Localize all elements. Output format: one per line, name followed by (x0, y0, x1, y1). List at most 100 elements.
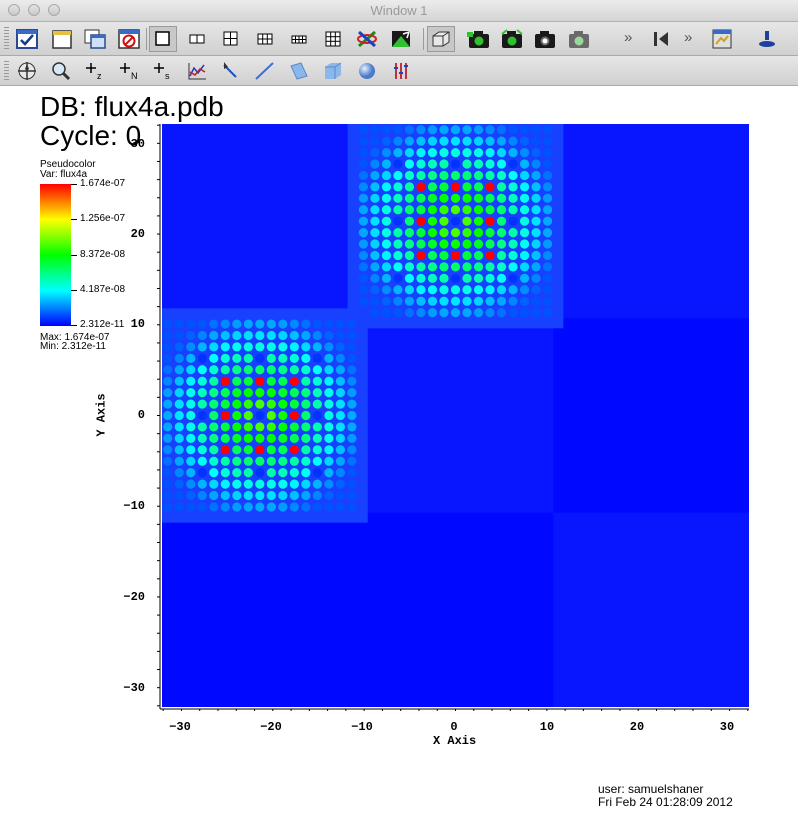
layout-1x2-button[interactable] (183, 26, 211, 52)
new-window-button[interactable] (48, 26, 76, 52)
fuel-pin (278, 399, 288, 409)
fuel-pin (209, 445, 219, 455)
fuel-pin (358, 170, 369, 181)
pseudocolor-plot[interactable] (162, 124, 749, 707)
fuel-pin (209, 422, 219, 432)
fuel-pin (347, 502, 357, 512)
clone-window-button[interactable] (81, 26, 109, 52)
fuel-pin (531, 147, 541, 158)
3d-view-button[interactable] (427, 26, 455, 52)
navigate-button[interactable] (13, 58, 41, 84)
main-toolbar: » » (0, 22, 798, 56)
layout-2x2-button[interactable] (217, 26, 245, 52)
zoom-button[interactable] (47, 58, 75, 84)
layout-2x3-button[interactable] (251, 26, 279, 52)
pick-button[interactable] (708, 26, 736, 52)
camera-button[interactable] (531, 26, 559, 52)
toolbar-grip[interactable] (4, 61, 9, 80)
fuel-pin (496, 308, 507, 318)
fuel-pin (519, 285, 530, 295)
minimize-window-icon[interactable] (28, 4, 40, 16)
fuel-pin (427, 182, 438, 192)
fuel-pin (531, 125, 541, 135)
toolbar-grip[interactable] (4, 27, 9, 50)
fuel-pin (335, 353, 346, 363)
fuel-pin (370, 227, 380, 238)
fuel-pin (209, 502, 219, 512)
layout-1x1-button[interactable] (149, 26, 177, 52)
fuel-pin (404, 147, 415, 158)
fuel-pin (462, 227, 472, 238)
fuel-pin (186, 319, 196, 329)
y-axis-title: Y Axis (94, 393, 109, 437)
fuel-pin (462, 170, 472, 181)
fuel-pin (439, 239, 449, 249)
fuel-pin (301, 433, 311, 443)
fuel-pin (347, 445, 357, 455)
fuel-pin (255, 422, 265, 432)
fuel-pin (266, 445, 276, 455)
fuel-pin (186, 490, 196, 501)
close-window-icon[interactable] (8, 4, 20, 16)
curve-pick-button[interactable] (183, 58, 211, 84)
fuel-pin (243, 353, 253, 363)
fuel-pin (209, 456, 219, 466)
fuel-pin (485, 182, 495, 192)
layout-2x2-icon (223, 31, 238, 46)
spreadsheet-pick-button[interactable]: s (149, 58, 177, 84)
fuel-pin (416, 193, 426, 203)
fuel-pin (381, 182, 392, 192)
fuel-pin (278, 422, 288, 432)
layout-3x3-button[interactable] (319, 26, 347, 52)
line-tool-button[interactable] (217, 58, 245, 84)
box-tool-button[interactable] (319, 58, 347, 84)
delete-window-button[interactable] (115, 26, 143, 52)
lineout-button[interactable] (251, 58, 279, 84)
fuel-pin (312, 422, 322, 432)
zone-pick-button[interactable]: z (81, 58, 109, 84)
fuel-pin (531, 193, 541, 203)
lock-view-button[interactable] (387, 26, 415, 52)
zoom-window-icon[interactable] (48, 4, 60, 16)
save-image-button[interactable] (465, 26, 493, 52)
node-pick-button[interactable]: N (115, 58, 143, 84)
toolbar-overflow-icon[interactable]: » (624, 29, 633, 46)
fuel-pin (519, 216, 530, 226)
fuel-pin (232, 490, 242, 501)
fuel-pin (358, 159, 369, 169)
fuel-pin (266, 433, 276, 443)
fuel-pin (370, 285, 380, 295)
fuel-pin (335, 422, 346, 432)
stacked-tools-button[interactable] (753, 26, 781, 52)
spin-mode-button[interactable] (353, 26, 381, 52)
fuel-pin (324, 388, 334, 398)
toolbar-overflow-icon[interactable]: » (684, 29, 693, 46)
sphere-tool-button[interactable] (353, 58, 381, 84)
camera-alt-button[interactable] (565, 26, 593, 52)
animation-button[interactable] (649, 26, 673, 52)
fuel-pin (439, 147, 449, 158)
fuel-pin (163, 502, 173, 512)
fuel-pin (301, 342, 311, 352)
fuel-pin (186, 502, 196, 512)
fuel-pin (243, 365, 253, 375)
layout-2x4-button[interactable] (285, 26, 313, 52)
fuel-pin (163, 410, 173, 421)
fuel-pin (496, 205, 507, 215)
fuel-pin (427, 296, 438, 306)
point-tool-button[interactable] (387, 58, 415, 84)
fuel-pin (450, 262, 461, 272)
fuel-pin (404, 125, 415, 135)
fuel-pin (393, 182, 403, 192)
apply-button[interactable] (13, 26, 41, 52)
plane-tool-icon (290, 62, 308, 80)
print-button[interactable] (498, 26, 526, 52)
fuel-pin (381, 262, 392, 272)
fuel-pin (450, 285, 461, 295)
fuel-pin (358, 262, 369, 272)
layout-1x2-icon (189, 34, 205, 44)
fuel-pin (485, 136, 495, 146)
plane-tool-button[interactable] (285, 58, 313, 84)
fuel-pin (335, 399, 346, 409)
fuel-pin (232, 388, 242, 398)
